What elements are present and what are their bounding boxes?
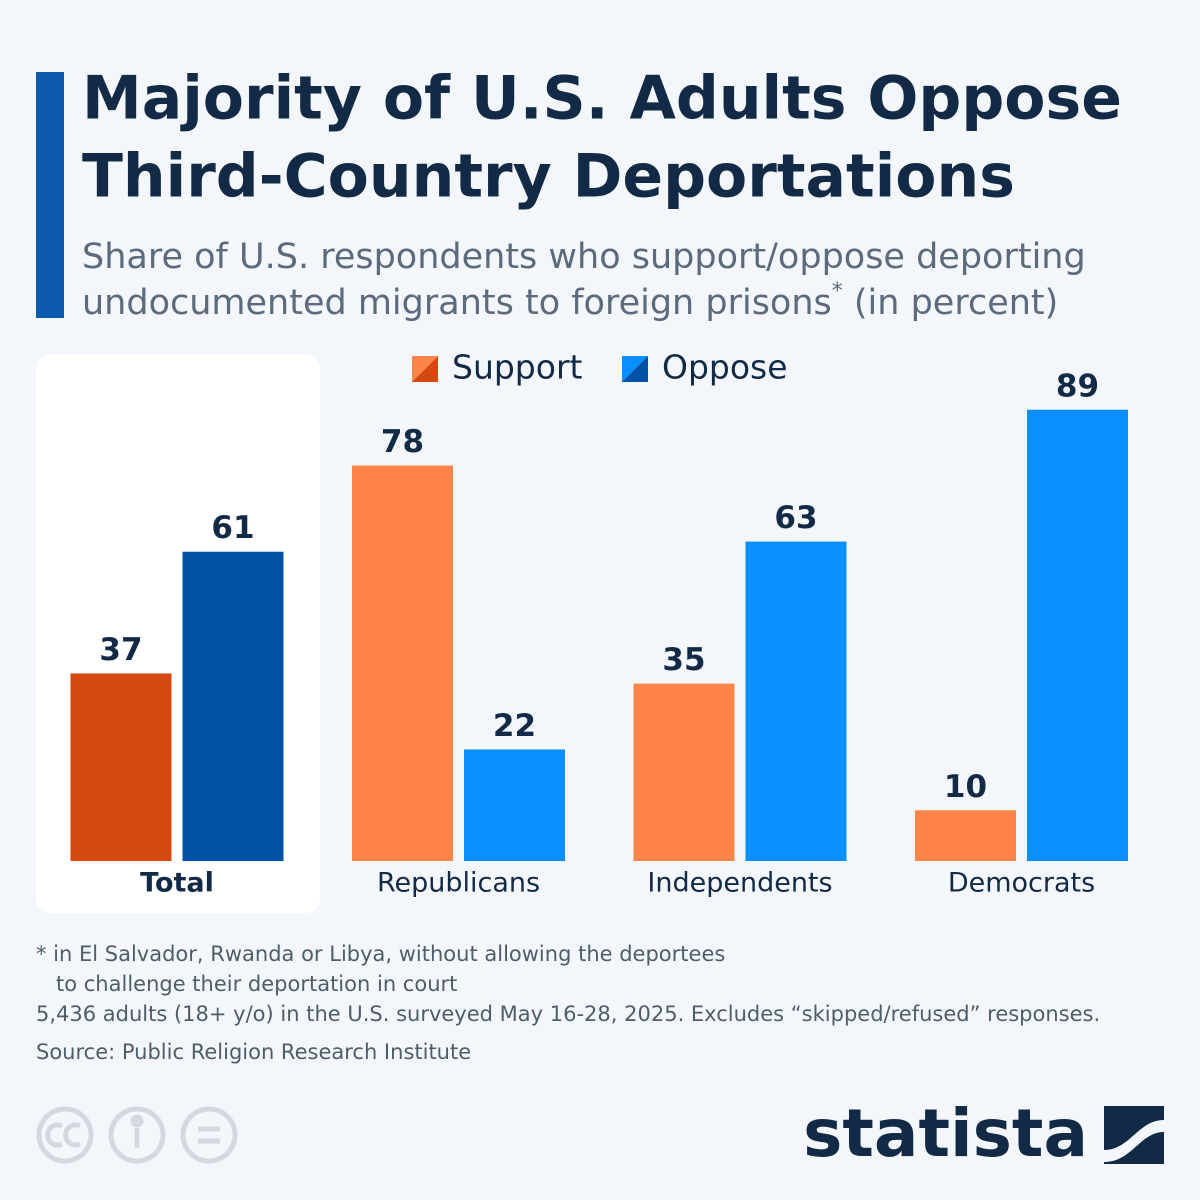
x-tick-label: Democrats [948,868,1095,899]
legend-label: Oppose [662,348,788,387]
chart-title: Majority of U.S. Adults Oppose [82,64,1122,134]
x-tick-label: Republicans [377,868,540,899]
subtitle-mark: * [832,279,843,304]
chart-subtitle: undocumented migrants to foreign prisons… [82,279,1058,323]
value-label: 22 [493,708,536,744]
bar [70,673,172,861]
value-label: 63 [774,500,817,536]
subtitle-text: undocumented migrants to foreign prisons [82,283,832,323]
value-label: 78 [381,424,424,460]
value-label: 61 [211,510,254,546]
chart-title: Third-Country Deportations [82,142,1015,212]
footnote: Source: Public Religion Research Institu… [36,1040,471,1064]
value-label: 89 [1056,368,1099,404]
brand-icon [1104,1106,1164,1164]
subtitle-text: (in percent) [843,283,1059,323]
x-tick-label: Total [140,868,214,899]
legend-swatch [622,356,648,382]
bar [352,465,453,861]
brand-logo: statista [803,1095,1088,1172]
bar [464,749,565,861]
value-label: 10 [944,769,987,805]
bar [915,810,1016,861]
value-label: 35 [662,642,705,678]
x-tick-label: Independents [647,868,832,899]
title-accent [36,72,64,318]
value-label: 37 [99,632,142,668]
license-icons [36,1106,238,1164]
legend-label: Support [452,348,583,387]
bar [633,683,735,861]
legend-swatch [412,356,438,382]
bar [745,541,847,861]
footnote: * in El Salvador, Rwanda or Libya, witho… [36,942,725,966]
bar [182,551,284,861]
bar [1027,409,1128,861]
footnote: to challenge their deportation in court [56,972,457,996]
chart-subtitle: Share of U.S. respondents who support/op… [82,237,1086,277]
footnote: 5,436 adults (18+ y/o) in the U.S. surve… [36,1002,1100,1026]
